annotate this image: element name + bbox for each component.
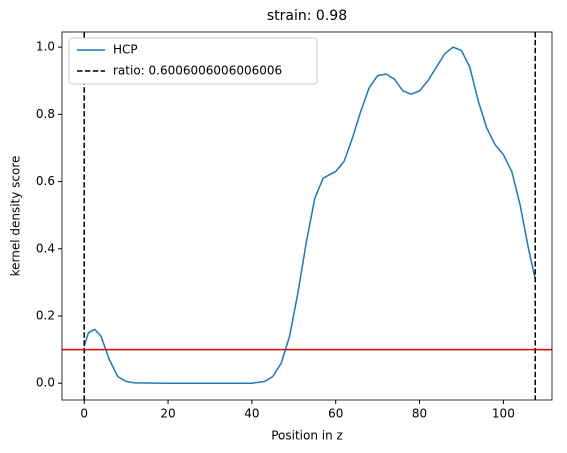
y-tick-label: 0.0	[36, 376, 55, 390]
y-tick-label: 0.6	[36, 174, 55, 188]
x-tick-label: 100	[492, 407, 515, 421]
y-axis-label: kernel density score	[9, 156, 23, 277]
x-axis-label: Position in z	[271, 429, 343, 443]
legend-label: HCP	[113, 43, 138, 57]
legend: HCP ratio: 0.6006006006006006	[68, 37, 318, 85]
data-line	[83, 46, 536, 384]
x-tick-label: 40	[244, 407, 259, 421]
y-tick-label: 0.8	[36, 107, 55, 121]
x-tick-label: 80	[412, 407, 427, 421]
y-tick-label: 0.2	[36, 308, 55, 322]
x-tick-label: 60	[328, 407, 343, 421]
x-tick-label: 20	[160, 407, 175, 421]
y-tick-label: 1.0	[36, 40, 55, 54]
legend-label: ratio: 0.6006006006006006	[113, 64, 282, 78]
y-tick-label: 0.4	[36, 241, 55, 255]
legend-box	[68, 37, 318, 85]
plot-frame	[61, 31, 553, 401]
x-tick-label: 0	[80, 407, 88, 421]
chart-title: strain: 0.98	[267, 8, 347, 24]
